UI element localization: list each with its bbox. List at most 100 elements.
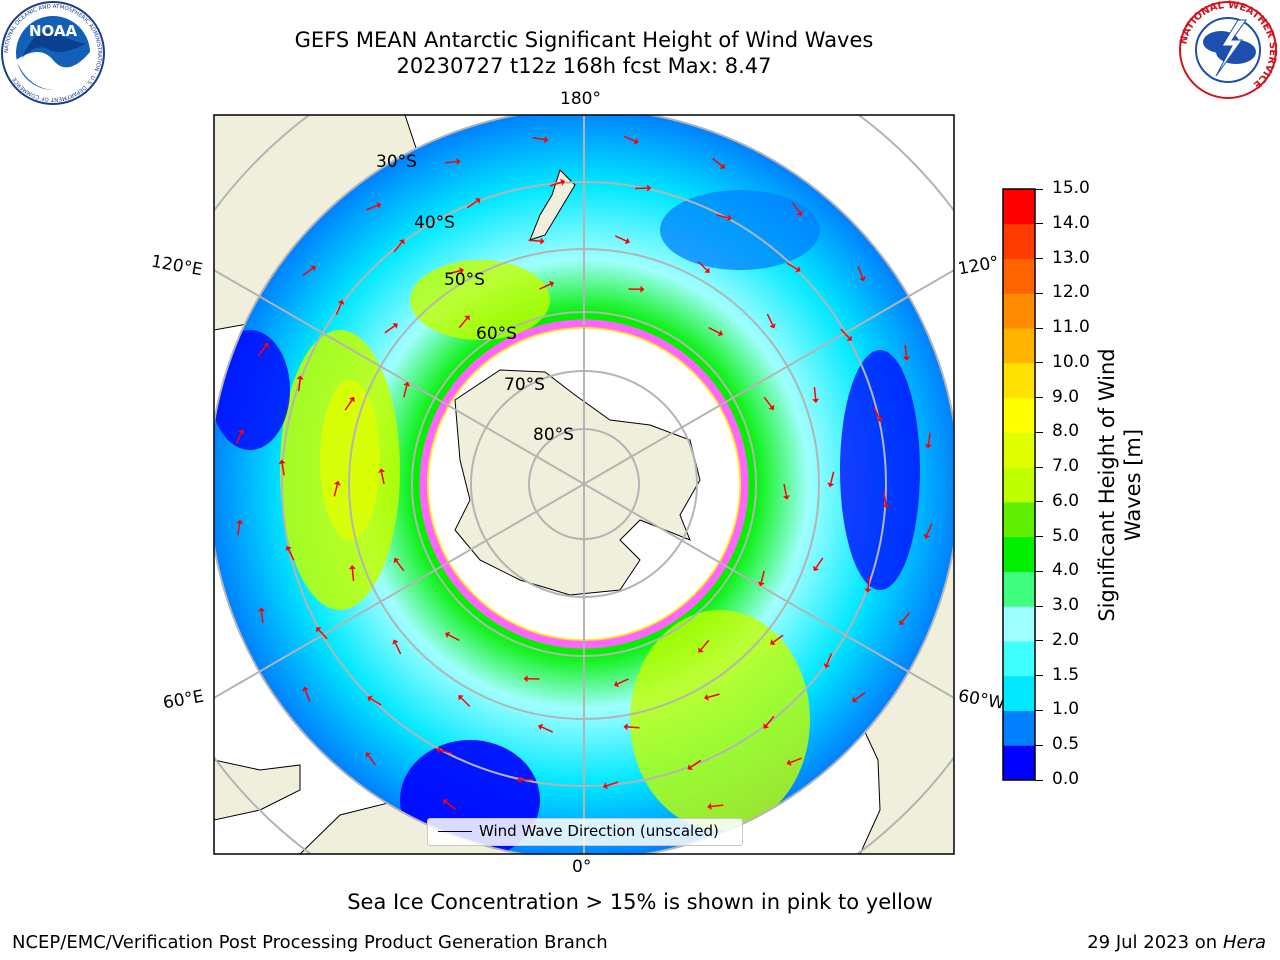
colorbar-tick-label: 4.0: [1052, 560, 1080, 581]
lon-label-180: 180°: [560, 89, 601, 109]
wave-arrow: [786, 262, 798, 270]
wave-max-pacific: [410, 260, 550, 340]
colorbar-band: [1003, 189, 1035, 225]
wave-arrow-head: [337, 299, 345, 305]
wave-arrow-head: [827, 482, 835, 488]
wave-arrow: [873, 407, 881, 419]
wave-arrow: [627, 726, 640, 729]
colorbar-tick-label: 0.5: [1052, 734, 1080, 755]
colorbar-band: [1003, 397, 1035, 433]
wave-arrow-head: [813, 565, 819, 572]
wave-arrow: [708, 326, 720, 334]
wave-arrow: [403, 385, 408, 398]
colorbar-tick-mark: [1035, 258, 1043, 260]
wave-arrow: [304, 690, 311, 702]
wave-arrow-head: [403, 381, 411, 387]
wave-arrow-head: [899, 619, 905, 626]
wave-arrow: [541, 726, 554, 733]
wave-low-pacific: [660, 190, 820, 270]
wave-arrow-head: [602, 782, 608, 790]
wave-arrow: [614, 235, 627, 242]
colorbar-tick-mark: [1035, 292, 1043, 294]
wave-arrow-head: [296, 375, 304, 380]
wave-arrow-head: [687, 764, 693, 771]
colorbar-tick-label: 7.0: [1052, 456, 1080, 477]
colorbar-tick-label: 8.0: [1052, 421, 1080, 442]
wave-arrow: [791, 202, 801, 214]
antarctica-land: [454, 369, 701, 596]
colorbar-tick-label: 13.0: [1052, 247, 1090, 268]
wave-arrow-head: [436, 746, 441, 754]
madagascar-land: [214, 759, 301, 821]
lat-label-80s: 80°S: [533, 425, 574, 445]
wave-arrow-head: [640, 285, 645, 293]
noaa-logo: NATIONAL OCEANIC AND ATMOSPHERIC ADMINIS…: [1, 1, 105, 105]
footer-credit: NCEP/EMC/Verification Post Processing Pr…: [12, 932, 608, 953]
wave-arrow-head: [258, 607, 266, 612]
map-legend: Wind Wave Direction (unscaled): [427, 818, 743, 846]
wave-arrow: [901, 612, 911, 623]
colorbar-title-line2: Waves [m]: [1121, 428, 1145, 542]
wave-arrow: [448, 269, 461, 275]
wave-arrow: [439, 749, 452, 754]
wave-arrow-head: [624, 237, 630, 245]
colorbar-tick-mark: [1035, 466, 1043, 468]
wave-arrow: [716, 214, 729, 219]
wave-arrow: [765, 715, 775, 727]
wave-arrow-head: [876, 417, 883, 423]
wave-arrow-head: [548, 280, 555, 288]
colorbar-tick-label: 2.0: [1052, 629, 1080, 650]
wave-arrow-head: [523, 675, 528, 683]
wave-arrow-head: [717, 329, 723, 337]
colorbar-tick-mark: [1035, 640, 1043, 642]
wave-arrow: [867, 576, 871, 589]
wave-arrow: [783, 483, 788, 496]
colorbar-tick-mark: [1035, 675, 1043, 677]
wave-arrow: [366, 204, 378, 211]
colorbar-band: [1003, 362, 1035, 399]
colorbar-band: [1003, 571, 1035, 607]
wave-arrow: [539, 283, 551, 290]
wave-arrow: [344, 399, 353, 411]
map-frame: [213, 114, 955, 855]
wave-arrow: [466, 200, 478, 209]
colorbar-band: [1003, 606, 1035, 642]
wave-arrow-head: [924, 443, 932, 449]
wave-arrow: [260, 611, 264, 624]
colorbar-tick-label: 9.0: [1052, 386, 1080, 407]
colorbar-band: [1003, 293, 1035, 329]
wave-arrow: [394, 642, 402, 655]
colorbar-band: [1003, 640, 1035, 677]
wave-arrow-head: [704, 693, 709, 701]
colorbar-tick-label: 11.0: [1052, 317, 1090, 338]
wave-arrow: [297, 379, 301, 392]
colorbar-title-line1: Significant Height of Wind: [1095, 348, 1119, 622]
chart-title: GEFS MEAN Antarctic Significant Height o…: [294, 28, 874, 52]
wave-arrow: [772, 634, 784, 643]
wave-arrow: [883, 492, 887, 505]
wave-arrow-head: [719, 163, 726, 169]
wave-arrow-head: [902, 356, 910, 361]
wave-arrow-head: [399, 239, 405, 245]
colorbar: [1002, 188, 1036, 781]
legend-label: Wind Wave Direction (unscaled): [479, 822, 719, 840]
colorbar-tick-label: 6.0: [1052, 490, 1080, 511]
wave-arrow-head: [770, 639, 776, 645]
wave-arrow: [766, 313, 774, 326]
wave-arrow: [384, 325, 396, 334]
wave-arrow: [690, 759, 702, 768]
wave-arrow: [617, 678, 629, 685]
wave-arrow-head: [796, 210, 803, 216]
wave-arrow-head: [392, 323, 398, 329]
wave-arrow: [857, 266, 864, 278]
wave-arrow-head: [633, 137, 639, 145]
wave-arrow-head: [365, 752, 372, 758]
colorbar-band: [1003, 258, 1035, 294]
wave-arrow-head: [727, 214, 732, 222]
colorbar-tick-mark: [1035, 397, 1043, 399]
wave-arrow-head: [459, 267, 464, 275]
footer-date: 29 Jul 2023 on Hera: [1087, 932, 1266, 953]
nws-logo: NATIONAL WEATHER SERVICE: [1178, 0, 1278, 99]
wave-arrow-head: [378, 468, 386, 473]
wave-max-atlantic: [630, 610, 810, 830]
